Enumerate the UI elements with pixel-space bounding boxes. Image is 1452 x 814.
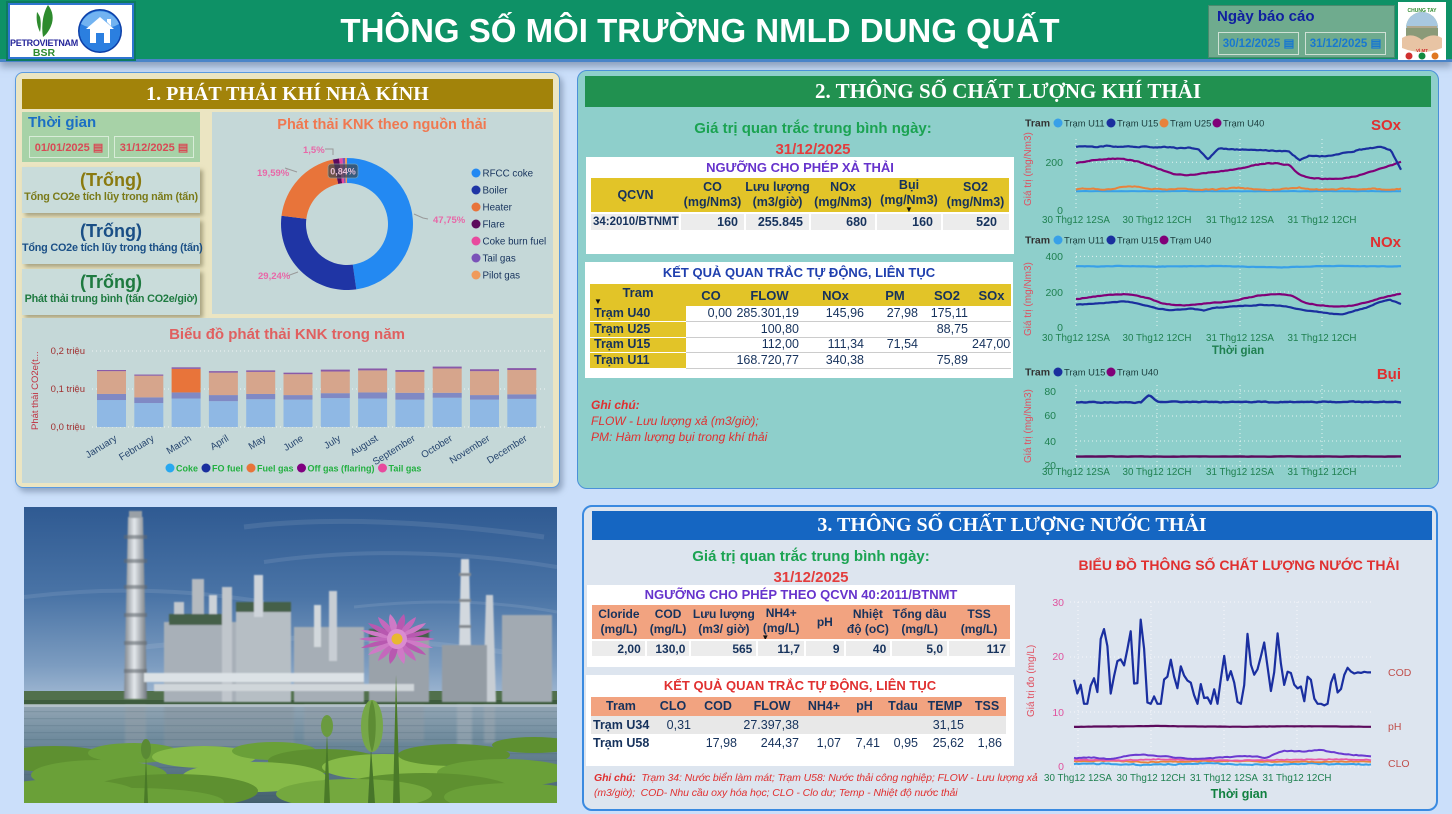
svg-text:30 Thg12 12CH: 30 Thg12 12CH xyxy=(1123,215,1192,226)
svg-text:30 Thg12 12SA: 30 Thg12 12SA xyxy=(1042,215,1110,226)
svg-text:30 Thg12 12SA: 30 Thg12 12SA xyxy=(1044,773,1112,784)
svg-text:Coke burn fuel: Coke burn fuel xyxy=(483,237,547,248)
svg-text:BSR: BSR xyxy=(33,47,56,57)
svg-text:Phát thải KNK theo nguồn thải: Phát thải KNK theo nguồn thải xyxy=(277,117,486,133)
svg-text:47,75%: 47,75% xyxy=(433,215,466,226)
svg-text:Trạm U11: Trạm U11 xyxy=(1064,235,1105,246)
svg-text:60: 60 xyxy=(1044,410,1056,422)
svg-text:PETROVIETNAM: PETROVIETNAM xyxy=(10,38,78,48)
svg-text:March: March xyxy=(165,433,194,457)
svg-text:30 Thg12 12CH: 30 Thg12 12CH xyxy=(1123,333,1192,344)
svg-text:29,24%: 29,24% xyxy=(258,271,291,282)
svg-text:Thời gian: Thời gian xyxy=(1212,345,1264,357)
svg-text:RFCC coke: RFCC coke xyxy=(483,169,534,180)
svg-text:Trạm U15: Trạm U15 xyxy=(1064,367,1105,378)
svg-text:June: June xyxy=(282,433,306,454)
svg-text:200: 200 xyxy=(1045,157,1063,169)
svg-text:Tram: Tram xyxy=(1025,235,1050,247)
svg-text:April: April xyxy=(209,433,231,453)
svg-text:Giá trị đo (mg/L): Giá trị đo (mg/L) xyxy=(1026,645,1037,717)
svg-text:SOx: SOx xyxy=(1371,117,1402,134)
svg-text:30: 30 xyxy=(1052,597,1064,609)
svg-text:Tram: Tram xyxy=(1025,118,1050,130)
svg-text:30 Thg12 12SA: 30 Thg12 12SA xyxy=(1042,467,1110,478)
svg-text:10: 10 xyxy=(1052,707,1064,719)
svg-text:20: 20 xyxy=(1044,460,1056,472)
svg-text:Biểu đồ phát thải KNK trong nă: Biểu đồ phát thải KNK trong năm xyxy=(169,326,405,343)
svg-text:Bụi: Bụi xyxy=(1377,366,1401,383)
svg-text:40: 40 xyxy=(1044,436,1056,448)
svg-text:31 Thg12 12SA: 31 Thg12 12SA xyxy=(1206,333,1274,344)
svg-text:NOx: NOx xyxy=(1370,234,1402,251)
svg-text:31 Thg12 12SA: 31 Thg12 12SA xyxy=(1206,467,1274,478)
svg-text:0,0 triệu: 0,0 triệu xyxy=(51,422,85,433)
svg-text:19,59%: 19,59% xyxy=(257,168,290,179)
svg-text:Giá trị (mg/Nm3): Giá trị (mg/Nm3) xyxy=(1023,132,1034,206)
svg-text:31 Thg12 12SA: 31 Thg12 12SA xyxy=(1206,215,1274,226)
svg-text:Flare: Flare xyxy=(483,220,506,231)
svg-text:Tail gas: Tail gas xyxy=(483,254,516,265)
svg-text:30 Thg12 12CH: 30 Thg12 12CH xyxy=(1123,467,1192,478)
svg-text:Trạm U15: Trạm U15 xyxy=(1117,235,1158,246)
svg-text:Trạm U11: Trạm U11 xyxy=(1064,118,1105,129)
svg-text:FO fuel: FO fuel xyxy=(212,464,243,474)
svg-text:20: 20 xyxy=(1052,651,1064,663)
svg-text:Trạm U40: Trạm U40 xyxy=(1170,235,1211,246)
svg-text:30 Thg12 12SA: 30 Thg12 12SA xyxy=(1042,333,1110,344)
svg-text:80: 80 xyxy=(1044,386,1056,398)
svg-text:Tram: Tram xyxy=(1025,367,1050,379)
svg-text:31 Thg12 12CH: 31 Thg12 12CH xyxy=(1263,773,1332,784)
svg-text:COD: COD xyxy=(1388,667,1412,679)
svg-text:200: 200 xyxy=(1045,287,1063,299)
svg-text:400: 400 xyxy=(1045,251,1063,263)
svg-text:Fuel gas: Fuel gas xyxy=(257,464,294,474)
svg-text:Trạm U40: Trạm U40 xyxy=(1117,367,1158,378)
svg-text:31 Thg12 12CH: 31 Thg12 12CH xyxy=(1288,467,1357,478)
svg-text:Off gas (flaring): Off gas (flaring) xyxy=(308,464,375,474)
svg-text:Pilot gas: Pilot gas xyxy=(483,271,521,282)
svg-text:0: 0 xyxy=(1057,322,1063,334)
svg-text:pH: pH xyxy=(1388,721,1401,733)
svg-text:0,2 triệu: 0,2 triệu xyxy=(51,346,85,357)
svg-text:VÌ MT: VÌ MT xyxy=(1416,46,1428,53)
svg-text:Trạm U15: Trạm U15 xyxy=(1117,118,1158,129)
svg-text:BIỂU ĐỒ THÔNG SỐ CHẤT LƯỢNG NƯ: BIỂU ĐỒ THÔNG SỐ CHẤT LƯỢNG NƯỚC THẢI xyxy=(1079,556,1400,573)
svg-text:0,84%: 0,84% xyxy=(330,167,356,177)
svg-text:CHUNG TAY: CHUNG TAY xyxy=(1408,8,1438,14)
svg-text:Coke: Coke xyxy=(176,464,198,474)
svg-text:31 Thg12 12SA: 31 Thg12 12SA xyxy=(1190,773,1258,784)
svg-text:July: July xyxy=(322,433,343,452)
svg-text:January: January xyxy=(84,433,119,461)
svg-text:Boiler: Boiler xyxy=(483,186,509,197)
svg-text:Phát thải CO2e(t...: Phát thải CO2e(t... xyxy=(30,351,41,430)
svg-text:May: May xyxy=(247,433,269,452)
svg-text:December: December xyxy=(485,433,530,467)
svg-text:1,5%: 1,5% xyxy=(303,145,325,156)
svg-text:CLO: CLO xyxy=(1388,758,1410,770)
svg-text:31 Thg12 12CH: 31 Thg12 12CH xyxy=(1288,333,1357,344)
svg-text:30 Thg12 12CH: 30 Thg12 12CH xyxy=(1117,773,1186,784)
svg-text:0: 0 xyxy=(1057,205,1063,217)
svg-text:Trạm U40: Trạm U40 xyxy=(1223,118,1264,129)
svg-text:Trạm U25: Trạm U25 xyxy=(1170,118,1211,129)
svg-text:Tail gas: Tail gas xyxy=(389,464,422,474)
svg-text:0: 0 xyxy=(1058,761,1064,773)
svg-text:Giá trị (mg/Nm3): Giá trị (mg/Nm3) xyxy=(1023,262,1034,336)
svg-text:Thời gian: Thời gian xyxy=(1211,787,1268,801)
svg-text:Giá trị (mg/Nm3): Giá trị (mg/Nm3) xyxy=(1023,389,1034,463)
svg-text:February: February xyxy=(117,433,156,463)
svg-text:31 Thg12 12CH: 31 Thg12 12CH xyxy=(1288,215,1357,226)
svg-text:0,1 triệu: 0,1 triệu xyxy=(51,384,85,395)
svg-text:November: November xyxy=(448,433,493,467)
svg-text:Heater: Heater xyxy=(483,203,513,214)
